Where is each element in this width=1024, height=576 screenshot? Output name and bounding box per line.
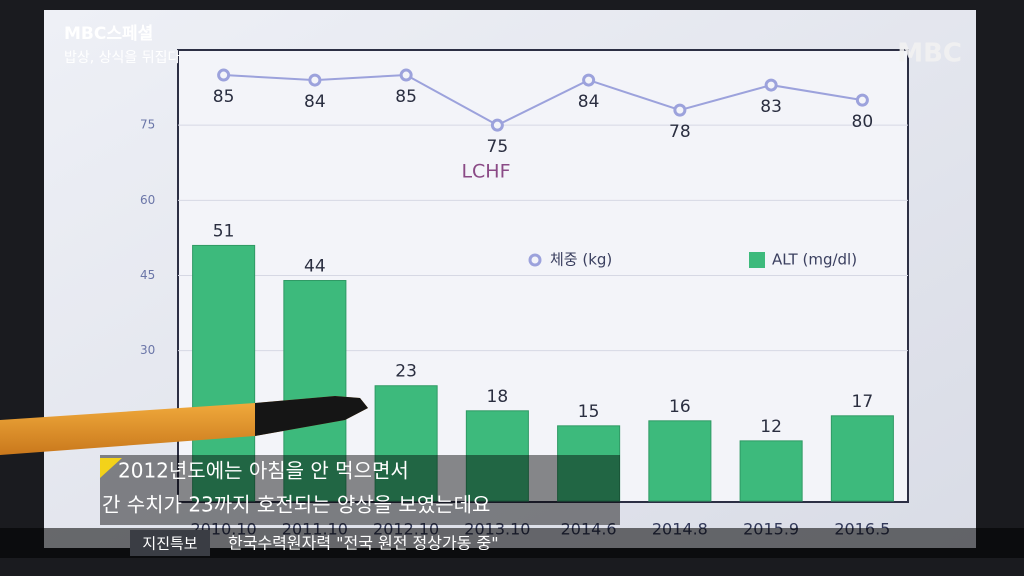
bar	[739, 440, 803, 502]
legend-label: 체중 (kg)	[550, 251, 612, 269]
bar	[557, 425, 621, 502]
annotation: LCHF	[461, 161, 510, 183]
ticker-text: 한국수력원자력 "전국 원전 정상가동 중"	[228, 534, 499, 553]
subtitle-box	[100, 455, 620, 525]
bar	[283, 280, 347, 502]
value-label: 23	[395, 362, 417, 382]
bar	[830, 415, 894, 502]
value-label: 17	[852, 392, 874, 412]
value-label: 85	[395, 87, 417, 107]
logo: MBC	[897, 39, 962, 69]
line-marker	[399, 68, 413, 82]
value-label: 84	[304, 92, 326, 112]
line-marker	[308, 73, 322, 87]
ticker-tag: 지진특보	[142, 535, 197, 553]
line	[223, 74, 863, 127]
line-marker	[582, 73, 596, 87]
line-marker	[490, 118, 504, 132]
line-marker	[673, 103, 687, 117]
line-marker	[855, 93, 869, 107]
value-label: 16	[669, 397, 691, 417]
value-label: 15	[578, 402, 600, 422]
bar	[192, 244, 256, 502]
line-marker	[217, 68, 231, 82]
line-marker	[764, 78, 778, 92]
y-tick-label: 45	[140, 268, 155, 282]
value-label: 84	[578, 92, 600, 112]
subtitle-line: 2012년도에는 아침을 안 먹으면서	[118, 459, 409, 483]
value-label: 18	[487, 387, 509, 407]
value-label: 51	[213, 221, 235, 241]
value-label: 44	[304, 257, 326, 277]
program-title: MBC스페셜	[64, 24, 153, 44]
value-label: 83	[760, 97, 782, 117]
value-label: 78	[669, 122, 691, 142]
bar	[465, 410, 529, 502]
value-label: 85	[213, 87, 235, 107]
value-label: 75	[487, 137, 509, 157]
y-tick-label: 75	[140, 118, 155, 132]
value-label: 12	[760, 417, 782, 437]
pen-tip	[255, 396, 368, 436]
legend-label: ALT (mg/dl)	[772, 251, 857, 269]
y-tick-label: 30	[140, 343, 155, 357]
subtitle-mark	[100, 458, 122, 478]
subtitle-line: 간 수치가 23까지 호전되는 양상을 보였는데요	[102, 493, 490, 517]
y-tick-label: 60	[140, 193, 155, 207]
bar	[374, 385, 438, 502]
legend-marker	[749, 252, 765, 268]
bar	[648, 420, 712, 502]
value-label: 80	[852, 112, 874, 132]
ticker-tag-box	[130, 530, 210, 556]
episode-title: 밥상, 상식을 뒤집다	[64, 50, 181, 66]
legend-marker	[528, 253, 542, 267]
